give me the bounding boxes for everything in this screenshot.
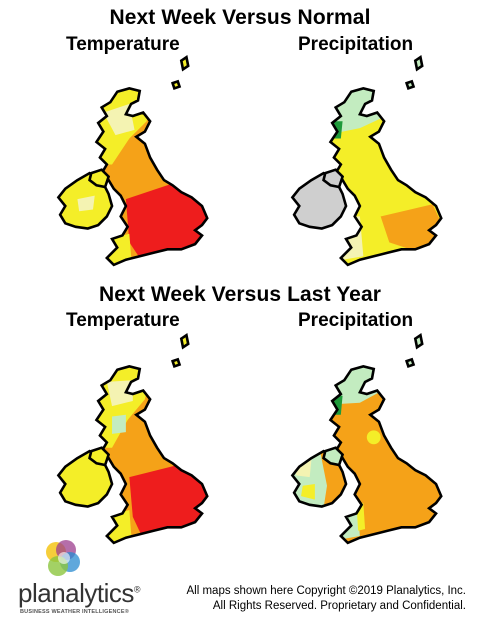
logo-tagline: BUSINESS WEATHER INTELLIGENCE® bbox=[20, 609, 129, 615]
map-label-temperature-last-year: Temperature bbox=[66, 310, 180, 331]
section-title-last-year: Next Week Versus Last Year bbox=[99, 283, 381, 306]
logo-registered-mark: ® bbox=[133, 584, 141, 595]
planalytics-logo: planalytics® BUSINESS WEATHER INTELLIGEN… bbox=[18, 538, 141, 615]
logo-brand-word: planalytics bbox=[18, 578, 134, 608]
logo-brand-name: planalytics® bbox=[18, 578, 141, 609]
map-temperature-vs-last-year bbox=[28, 330, 248, 555]
map-temperature-vs-normal bbox=[28, 52, 248, 277]
copyright-line-1: All maps shown here Copyright ©2019 Plan… bbox=[186, 585, 467, 597]
map-label-precipitation-last-year: Precipitation bbox=[298, 310, 414, 331]
map-precipitation-vs-last-year bbox=[262, 330, 480, 555]
map-label-precipitation-normal: Precipitation bbox=[298, 34, 414, 55]
map-label-temperature-normal: Temperature bbox=[66, 34, 180, 55]
section-title-normal: Next Week Versus Normal bbox=[109, 6, 371, 29]
planalytics-logo-icon bbox=[46, 540, 80, 576]
copyright-line-2: All Rights Reserved. Proprietary and Con… bbox=[212, 600, 466, 612]
map-precipitation-vs-normal bbox=[262, 52, 480, 277]
